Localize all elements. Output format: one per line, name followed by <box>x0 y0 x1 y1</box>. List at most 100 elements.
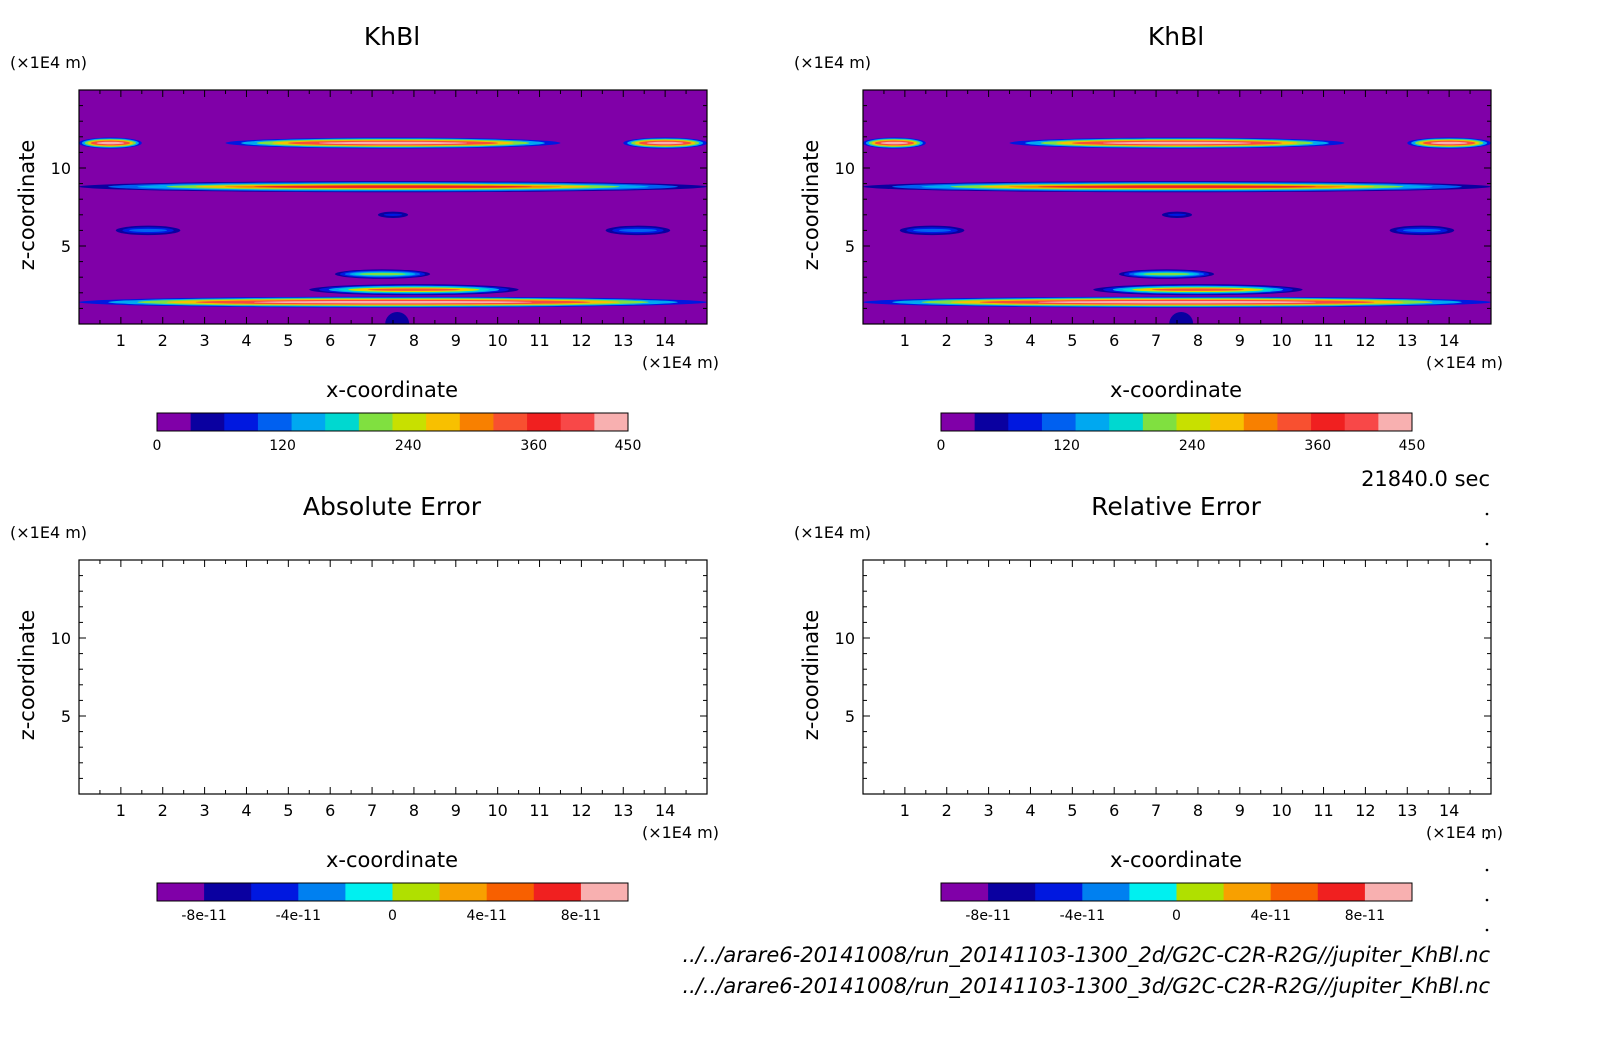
contour-band <box>896 224 968 236</box>
colorbar-swatch <box>580 883 629 901</box>
x-tick-label: 14 <box>655 801 675 820</box>
colorbar-frame <box>156 882 629 902</box>
colorbar-label: -8e-11 <box>965 908 1010 924</box>
contour-level <box>318 141 468 145</box>
plot-area <box>79 90 707 324</box>
colorbar-swatch <box>1223 883 1272 901</box>
x-tick-label: 9 <box>1235 331 1245 350</box>
contour-band <box>1156 209 1198 221</box>
y-tick-label: 10 <box>835 159 855 178</box>
terrain-mound <box>1169 312 1194 324</box>
plot-background <box>863 560 1491 794</box>
x-tick-label: 8 <box>409 801 419 820</box>
colorbar-swatch <box>533 883 582 901</box>
x-axis-label: x-coordinate <box>1110 848 1242 872</box>
x-tick-label: 10 <box>1271 801 1291 820</box>
x-tick-label: 5 <box>283 801 293 820</box>
x-tick-label: 1 <box>116 331 126 350</box>
colorbar-swatch <box>190 413 225 431</box>
x-tick-label: 11 <box>529 331 549 350</box>
colorbar-label: 450 <box>1399 438 1426 454</box>
colorbar-label: 360 <box>520 438 547 454</box>
time-label: 21840.0 sec <box>1361 467 1490 491</box>
colorbar-swatch <box>345 883 393 901</box>
colorbar-label: 240 <box>395 438 422 454</box>
plot-area <box>863 560 1491 794</box>
contour-band <box>79 137 142 149</box>
x-tick-label: 6 <box>325 801 335 820</box>
x-tick-label: 1 <box>116 801 126 820</box>
plot-area <box>863 90 1491 324</box>
contour-level <box>383 213 403 216</box>
x-tick-label: 10 <box>487 801 507 820</box>
x-tick-label: 7 <box>367 801 377 820</box>
colorbar-swatch <box>1243 413 1278 431</box>
y-tick-label: 10 <box>51 629 71 648</box>
margin-dot <box>1485 542 1489 546</box>
colorbar-swatch <box>157 413 192 431</box>
y-tick-label: 5 <box>845 237 855 256</box>
colorbar-frame <box>940 412 1413 432</box>
colorbar-swatch <box>1311 413 1346 431</box>
y-axis-label: z-coordinate <box>15 140 39 271</box>
contour-band <box>372 209 414 221</box>
colorbar-swatch <box>157 883 205 901</box>
colorbar-swatch <box>358 413 393 431</box>
margin-dot <box>1485 512 1489 516</box>
colorbar-swatch <box>392 413 427 431</box>
chart-panel-1: KhBl(×1E4 m)1 2 3 4 5 6 7 8 9 10 11 12 13 14510(×1E4 … <box>10 22 719 454</box>
colorbar-swatch <box>1210 413 1245 431</box>
colorbar-label: 4e-11 <box>467 908 507 924</box>
colorbar-label: 8e-11 <box>1345 908 1385 924</box>
contour-level <box>359 272 406 276</box>
colorbar-swatch <box>1082 883 1130 901</box>
x-tick-label: 3 <box>200 331 210 350</box>
margin-dot <box>1485 868 1489 872</box>
y-tick-label: 10 <box>835 629 855 648</box>
colorbar-label: 360 <box>1304 438 1331 454</box>
colorbar-swatch <box>1344 413 1379 431</box>
chart-title: Absolute Error <box>303 492 482 521</box>
x-tick-label: 3 <box>984 331 994 350</box>
chart-title: KhBl <box>1148 22 1204 51</box>
file-path-2d: ../../arare6-20141008/run_20141103-1300_… <box>683 943 1491 968</box>
x-axis-label: x-coordinate <box>1110 378 1242 402</box>
x-tick-label: 1 <box>900 801 910 820</box>
colorbar-label: 0 <box>153 438 162 454</box>
contour-level <box>253 300 533 304</box>
contour-level <box>1151 288 1245 291</box>
contour-level <box>646 141 684 145</box>
x-axis-unit: (×1E4 m) <box>1426 823 1503 842</box>
contour-level <box>1037 185 1317 188</box>
margin-dot <box>1485 836 1489 840</box>
x-axis-label: x-coordinate <box>326 378 458 402</box>
x-tick-label: 14 <box>1439 331 1459 350</box>
colorbar-swatch <box>486 883 535 901</box>
y-axis-unit: (×1E4 m) <box>794 523 871 542</box>
x-axis-unit: (×1E4 m) <box>642 823 719 842</box>
contour-level <box>1143 272 1190 276</box>
x-tick-label: 12 <box>571 331 591 350</box>
x-tick-label: 12 <box>571 801 591 820</box>
colorbar-swatch <box>291 413 326 431</box>
margin-dot <box>1485 928 1489 932</box>
x-tick-label: 13 <box>1397 801 1417 820</box>
x-tick-label: 2 <box>158 801 168 820</box>
chart-title: KhBl <box>364 22 420 51</box>
colorbar-swatch <box>560 413 595 431</box>
x-tick-label: 12 <box>1355 331 1375 350</box>
chart-title: Relative Error <box>1091 492 1261 521</box>
x-tick-label: 1 <box>900 331 910 350</box>
colorbar-label: -8e-11 <box>181 908 226 924</box>
x-tick-label: 9 <box>1235 801 1245 820</box>
colorbar-frame <box>156 412 629 432</box>
colorbar-swatch <box>204 883 252 901</box>
x-tick-label: 2 <box>158 331 168 350</box>
contour-band <box>79 181 707 193</box>
colorbar: -8e-11 -4e-11 0 4e-11 8e-11 <box>940 882 1413 924</box>
colorbar-swatch <box>1109 413 1144 431</box>
y-axis-unit: (×1E4 m) <box>10 53 87 72</box>
colorbar-label: 4e-11 <box>1251 908 1291 924</box>
colorbar-swatch <box>392 883 441 901</box>
